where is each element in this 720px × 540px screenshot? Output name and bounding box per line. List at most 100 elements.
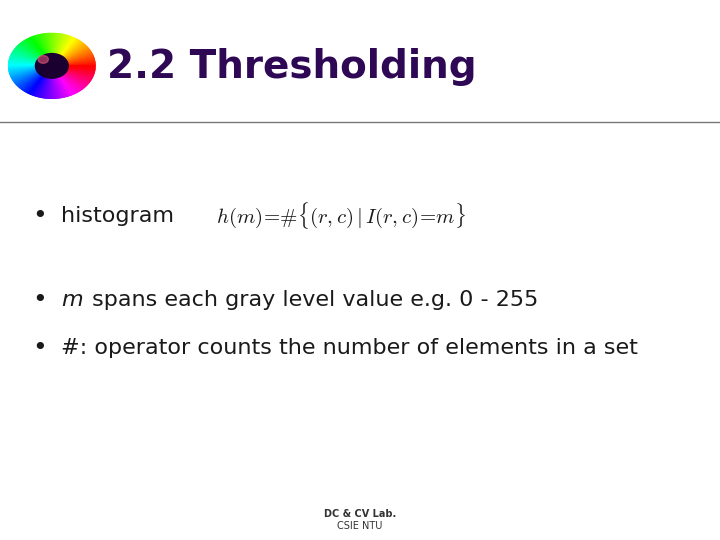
Polygon shape bbox=[52, 66, 94, 71]
Polygon shape bbox=[52, 54, 92, 66]
Polygon shape bbox=[35, 66, 52, 96]
Polygon shape bbox=[16, 66, 52, 84]
Polygon shape bbox=[19, 66, 52, 88]
Polygon shape bbox=[27, 39, 52, 66]
Polygon shape bbox=[14, 66, 52, 82]
Polygon shape bbox=[11, 66, 52, 77]
Polygon shape bbox=[52, 66, 92, 78]
Polygon shape bbox=[52, 35, 67, 66]
Polygon shape bbox=[52, 48, 89, 66]
Polygon shape bbox=[52, 66, 58, 98]
Polygon shape bbox=[52, 40, 79, 66]
Polygon shape bbox=[30, 38, 52, 66]
Polygon shape bbox=[52, 66, 94, 75]
Polygon shape bbox=[34, 36, 52, 66]
Polygon shape bbox=[52, 66, 90, 81]
Polygon shape bbox=[37, 66, 52, 97]
Polygon shape bbox=[36, 36, 52, 66]
Polygon shape bbox=[27, 39, 52, 66]
Polygon shape bbox=[13, 51, 52, 66]
Polygon shape bbox=[52, 66, 71, 95]
Polygon shape bbox=[52, 66, 58, 98]
Polygon shape bbox=[40, 35, 52, 66]
Polygon shape bbox=[14, 49, 52, 66]
Polygon shape bbox=[52, 66, 88, 84]
Polygon shape bbox=[52, 53, 92, 66]
Polygon shape bbox=[24, 66, 52, 91]
Polygon shape bbox=[52, 66, 79, 91]
Polygon shape bbox=[10, 66, 52, 74]
Polygon shape bbox=[22, 66, 52, 90]
Polygon shape bbox=[19, 44, 52, 66]
Polygon shape bbox=[10, 66, 52, 75]
Text: 2.2 Thresholding: 2.2 Thresholding bbox=[107, 49, 476, 86]
Polygon shape bbox=[52, 66, 76, 93]
Polygon shape bbox=[52, 39, 77, 66]
Polygon shape bbox=[52, 43, 83, 66]
Polygon shape bbox=[52, 47, 87, 66]
Polygon shape bbox=[36, 66, 52, 96]
Polygon shape bbox=[25, 66, 52, 92]
Polygon shape bbox=[52, 66, 95, 68]
Polygon shape bbox=[32, 37, 52, 66]
Polygon shape bbox=[9, 66, 52, 71]
Polygon shape bbox=[21, 43, 52, 66]
Polygon shape bbox=[52, 44, 84, 66]
Polygon shape bbox=[52, 66, 66, 97]
Polygon shape bbox=[52, 66, 83, 89]
Polygon shape bbox=[52, 57, 94, 66]
Polygon shape bbox=[22, 66, 52, 90]
Polygon shape bbox=[52, 66, 92, 78]
Polygon shape bbox=[11, 55, 52, 66]
Polygon shape bbox=[52, 34, 58, 66]
Text: •: • bbox=[32, 288, 47, 312]
Polygon shape bbox=[42, 34, 52, 66]
Polygon shape bbox=[52, 38, 73, 66]
Polygon shape bbox=[40, 66, 52, 97]
Polygon shape bbox=[52, 62, 95, 66]
Polygon shape bbox=[52, 51, 91, 66]
Polygon shape bbox=[14, 66, 52, 83]
Text: •: • bbox=[32, 204, 47, 228]
Polygon shape bbox=[52, 66, 94, 75]
Polygon shape bbox=[9, 65, 52, 66]
Polygon shape bbox=[24, 66, 52, 91]
Polygon shape bbox=[42, 66, 52, 98]
Polygon shape bbox=[52, 42, 81, 66]
Polygon shape bbox=[52, 66, 91, 79]
Polygon shape bbox=[52, 66, 60, 98]
Polygon shape bbox=[52, 66, 65, 97]
Polygon shape bbox=[52, 66, 73, 94]
Polygon shape bbox=[52, 33, 54, 66]
Polygon shape bbox=[52, 62, 95, 66]
Polygon shape bbox=[52, 37, 71, 66]
Polygon shape bbox=[52, 66, 68, 96]
Polygon shape bbox=[52, 66, 90, 82]
Polygon shape bbox=[52, 33, 56, 66]
Polygon shape bbox=[9, 60, 52, 66]
Polygon shape bbox=[15, 66, 52, 84]
Polygon shape bbox=[52, 66, 89, 82]
Polygon shape bbox=[15, 49, 52, 66]
Polygon shape bbox=[52, 40, 78, 66]
Polygon shape bbox=[52, 33, 53, 66]
Polygon shape bbox=[37, 35, 52, 66]
Polygon shape bbox=[11, 66, 52, 77]
Polygon shape bbox=[52, 66, 71, 95]
Polygon shape bbox=[52, 66, 76, 93]
Polygon shape bbox=[9, 66, 52, 68]
Polygon shape bbox=[11, 66, 52, 76]
Polygon shape bbox=[52, 66, 69, 96]
Polygon shape bbox=[52, 37, 72, 66]
Polygon shape bbox=[19, 66, 52, 87]
Polygon shape bbox=[51, 33, 52, 66]
Polygon shape bbox=[9, 66, 52, 69]
Polygon shape bbox=[9, 65, 52, 66]
Polygon shape bbox=[52, 66, 95, 67]
Polygon shape bbox=[52, 45, 85, 66]
Polygon shape bbox=[52, 66, 82, 89]
Polygon shape bbox=[52, 50, 90, 66]
Polygon shape bbox=[52, 36, 68, 66]
Polygon shape bbox=[52, 39, 76, 66]
Polygon shape bbox=[52, 46, 87, 66]
